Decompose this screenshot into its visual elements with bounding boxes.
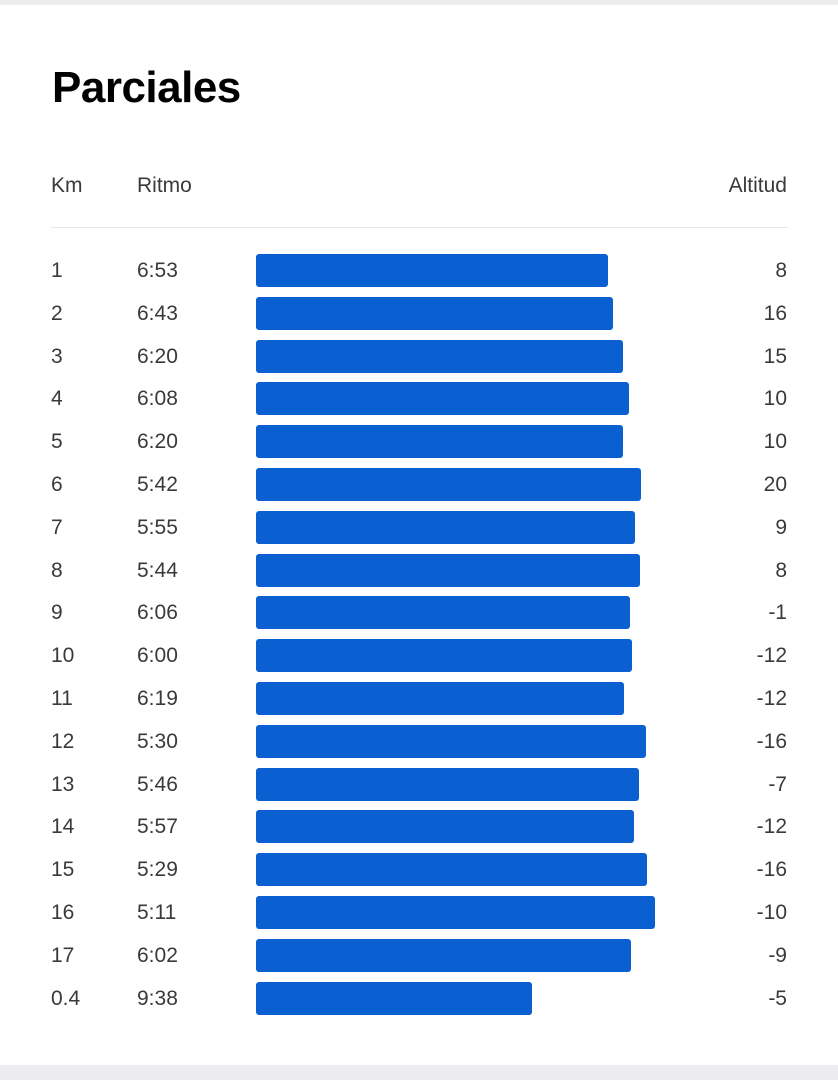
split-km: 16	[51, 900, 75, 924]
header-divider	[51, 227, 788, 228]
split-pace: 9:38	[137, 986, 178, 1010]
split-pace: 5:29	[137, 858, 178, 882]
split-elevation: -12	[756, 686, 787, 710]
split-elevation: -16	[756, 858, 787, 882]
split-elevation: 20	[763, 472, 787, 496]
split-km: 7	[51, 515, 63, 539]
split-km: 6	[51, 472, 63, 496]
split-pace: 5:44	[137, 558, 178, 582]
split-elevation: -5	[768, 986, 787, 1010]
split-row: 3 6:20 15	[0, 336, 838, 379]
split-elevation: -12	[756, 815, 787, 839]
split-pace-bar	[256, 767, 639, 801]
split-pace-bar	[256, 553, 640, 587]
split-row: 15 5:29 -16	[0, 849, 838, 892]
split-pace-bar	[256, 425, 623, 459]
split-km: 3	[51, 344, 63, 368]
split-km: 12	[51, 729, 75, 753]
split-pace: 6:00	[137, 644, 178, 668]
split-km: 15	[51, 858, 75, 882]
split-elevation: 16	[763, 301, 787, 325]
split-pace: 5:46	[137, 772, 178, 796]
split-pace: 6:20	[137, 430, 178, 454]
split-km: 13	[51, 772, 75, 796]
split-pace: 5:30	[137, 729, 178, 753]
split-km: 11	[51, 686, 73, 710]
split-pace: 5:57	[137, 815, 178, 839]
split-elevation: -10	[756, 900, 787, 924]
split-elevation: -1	[768, 601, 787, 625]
split-elevation: 8	[775, 259, 787, 282]
split-row: 5 6:20 10	[0, 421, 838, 464]
split-row: 1 6:53 8	[0, 250, 838, 293]
split-row: 17 6:02 -9	[0, 935, 838, 978]
split-pace-bar	[256, 724, 646, 758]
split-elevation: 10	[763, 430, 787, 454]
bottom-strip	[0, 1065, 838, 1080]
split-row: 12 5:30 -16	[0, 721, 838, 764]
page-title: Parciales	[52, 63, 241, 112]
split-row: 14 5:57 -12	[0, 806, 838, 849]
split-pace-bar	[256, 382, 629, 416]
split-elevation: 9	[775, 515, 787, 539]
split-km: 8	[51, 558, 63, 582]
split-km: 5	[51, 430, 63, 454]
split-pace-bar	[256, 639, 632, 673]
split-pace: 6:06	[137, 601, 178, 625]
split-pace: 5:42	[137, 472, 178, 496]
split-pace-bar	[256, 681, 624, 715]
split-pace: 6:19	[137, 686, 178, 710]
split-pace-bar	[256, 510, 635, 544]
split-elevation: -16	[756, 729, 787, 753]
split-km: 4	[51, 387, 63, 411]
split-km: 17	[51, 943, 75, 967]
split-elevation: 8	[775, 558, 787, 582]
split-pace: 6:43	[137, 301, 178, 325]
split-elevation: -9	[768, 943, 787, 967]
split-pace-bar	[256, 895, 655, 929]
split-pace-bar	[256, 981, 532, 1015]
split-pace-bar	[256, 810, 634, 844]
split-pace: 5:55	[137, 515, 178, 539]
split-row: 8 5:44 8	[0, 550, 838, 593]
split-km: 0.4	[51, 986, 81, 1010]
header-elevation: Altitud	[728, 174, 787, 197]
split-pace-bar	[256, 853, 647, 887]
splits-table: 1 6:53 8 2 6:43 16 3 6:20 15 4 6:08 10 5 6:20 10 6 5:42 2…	[0, 250, 838, 1020]
split-row: 6 5:42 20	[0, 464, 838, 507]
split-km: 1	[51, 259, 63, 282]
split-pace-bar	[256, 467, 641, 501]
split-km: 2	[51, 301, 63, 325]
split-row: 7 5:55 9	[0, 507, 838, 550]
split-pace: 6:53	[137, 259, 178, 282]
split-pace: 6:08	[137, 387, 178, 411]
split-elevation: -12	[756, 644, 787, 668]
split-elevation: -7	[768, 772, 787, 796]
split-pace: 6:02	[137, 943, 178, 967]
split-row: 4 6:08 10	[0, 378, 838, 421]
split-row: 13 5:46 -7	[0, 764, 838, 807]
split-pace-bar	[256, 254, 608, 287]
split-row: 9 6:06 -1	[0, 592, 838, 635]
split-pace-bar	[256, 938, 631, 972]
split-row: 16 5:11 -10	[0, 892, 838, 935]
split-pace-bar	[256, 296, 613, 330]
split-row: 10 6:00 -12	[0, 635, 838, 678]
split-elevation: 10	[763, 387, 787, 411]
split-pace-bar	[256, 339, 623, 373]
top-strip	[0, 0, 838, 5]
split-km: 9	[51, 601, 63, 625]
header-km: Km	[51, 174, 83, 197]
split-km: 14	[51, 815, 75, 839]
split-row: 11 6:19 -12	[0, 678, 838, 721]
split-pace-bar	[256, 596, 630, 630]
split-km: 10	[51, 644, 75, 668]
header-pace: Ritmo	[137, 174, 192, 197]
split-row: 0.4 9:38 -5	[0, 978, 838, 1021]
split-elevation: 15	[763, 344, 787, 368]
split-pace: 5:11	[137, 900, 177, 924]
split-pace: 6:20	[137, 344, 178, 368]
split-row: 2 6:43 16	[0, 293, 838, 336]
